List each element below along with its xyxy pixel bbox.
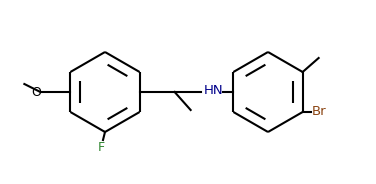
Text: F: F (97, 141, 105, 154)
Text: HN: HN (204, 84, 223, 98)
Text: O: O (32, 86, 41, 98)
Text: Br: Br (312, 105, 326, 118)
